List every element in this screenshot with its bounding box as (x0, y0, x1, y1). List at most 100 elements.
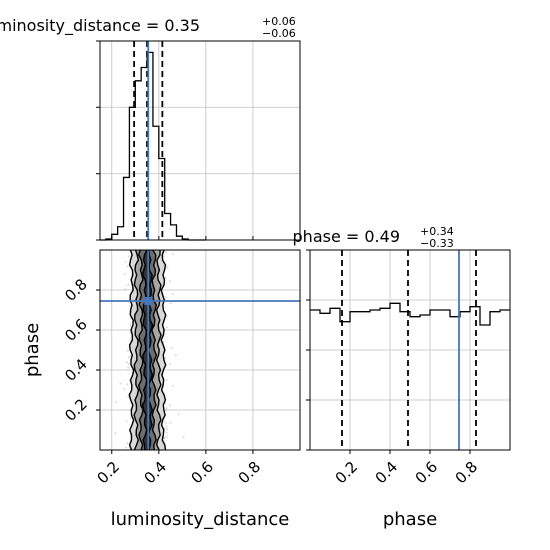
scatter-point (165, 296, 167, 299)
phase-histogram-panel: 0.2 0.4 0.6 0.8 phase = 0.49 +0.34 −0.33 (293, 225, 511, 488)
panel-frame (99, 40, 301, 241)
x-tick-label: 0.6 (412, 458, 442, 488)
histogram-line (100, 51, 206, 241)
x-tick-label: 0.8 (235, 458, 265, 488)
scatter-point (129, 338, 132, 341)
contour-line (160, 249, 167, 451)
scatter-point (129, 325, 132, 327)
quantile-lines (341, 250, 477, 450)
panel-title: luminosity_distance = 0.35 (0, 16, 200, 36)
scatter-point (169, 302, 172, 304)
scatter-point (165, 422, 168, 424)
scatter-point (165, 251, 167, 254)
scatter-point (171, 253, 174, 255)
contour-line (128, 249, 135, 451)
scatter-point (125, 446, 127, 449)
scatter-point (127, 255, 130, 257)
title-upper-error: +0.34 (420, 225, 454, 238)
x-tick-labels: 0.2 0.4 0.6 0.8 (332, 458, 482, 488)
scatter-point (169, 421, 172, 424)
scatter-point (169, 280, 171, 283)
scatter-point (114, 432, 117, 435)
x-tick-label: 0.2 (93, 458, 123, 488)
contour-line (151, 249, 158, 451)
scatter-point (126, 442, 129, 445)
contour-line (137, 249, 144, 451)
scatter-point (165, 326, 168, 329)
title-lower-error: −0.33 (420, 237, 454, 250)
grid-lines (310, 250, 510, 450)
y-tick-label: 0.6 (61, 315, 91, 345)
y-tick-label: 0.4 (61, 355, 91, 385)
x-axis-label-luminosity-distance: luminosity_distance (111, 509, 290, 530)
scatter-point (165, 409, 167, 412)
title-upper-error: +0.06 (262, 15, 296, 28)
contour-lines (128, 249, 167, 451)
tick-marks (96, 289, 254, 454)
histogram-steps (100, 51, 206, 241)
x-tick-label: 0.2 (332, 458, 362, 488)
y-tick-label: 0.2 (61, 395, 91, 425)
scatter-point (165, 425, 168, 428)
luminosity-distance-histogram-panel: luminosity_distance = 0.35 +0.06 −0.06 (0, 15, 301, 241)
truth-marker (144, 297, 153, 305)
y-tick-labels: 0.2 0.4 0.6 0.8 (61, 275, 91, 425)
scatter-point (129, 322, 132, 325)
scatter-point (126, 383, 129, 386)
scatter-point (169, 404, 172, 407)
scatter-point (171, 293, 174, 295)
scatter-point (126, 349, 129, 352)
histogram-steps (310, 302, 510, 326)
scatter-point (166, 428, 168, 430)
scatter-point (162, 255, 165, 257)
scatter-point (164, 436, 166, 439)
scatter-point (115, 401, 117, 403)
scatter-point (127, 363, 130, 365)
scatter-point (123, 388, 126, 391)
tick-marks (306, 249, 471, 454)
x-tick-label: 0.4 (140, 458, 170, 488)
scatter-point (124, 260, 127, 263)
contour-line (133, 249, 140, 451)
scatter-point (129, 355, 132, 357)
scatter-point (163, 437, 166, 440)
x-tick-labels: 0.2 0.4 0.6 0.8 (93, 458, 264, 488)
scatter-point (169, 363, 172, 365)
panel-frame (99, 249, 301, 451)
tick-marks (96, 40, 254, 241)
scatter-point (127, 396, 130, 398)
scatter-point (170, 346, 173, 349)
scatter-point (172, 385, 174, 387)
truth-lines (100, 250, 300, 450)
scatter-point (165, 379, 168, 381)
scatter-point (166, 266, 169, 269)
scatter-point (164, 277, 167, 279)
scatter-point (126, 265, 129, 268)
x-tick-label: 0.8 (452, 458, 482, 488)
scatter-point (125, 420, 128, 423)
scatter-point (127, 284, 129, 286)
y-axis-label-phase: phase (22, 323, 43, 377)
scatter-point (123, 273, 126, 276)
scatter-point (127, 356, 130, 359)
title-lower-error: −0.06 (262, 27, 296, 40)
scatter-point (128, 305, 131, 307)
title-main: luminosity_distance = 0.35 (0, 16, 200, 36)
scatter-point (129, 409, 131, 411)
scatter-point (166, 407, 168, 409)
scatter-point (163, 420, 165, 423)
scatter-point (175, 354, 177, 357)
scatter-point (166, 435, 169, 438)
y-tick-label: 0.8 (61, 275, 91, 305)
contour-line (141, 249, 148, 451)
x-tick-label: 0.6 (188, 458, 218, 488)
phase-vs-luminosity-distance-panel: 0.2 0.4 0.6 0.8 0.2 0.4 0.6 0.8 (61, 249, 301, 488)
scatter-point (130, 416, 132, 419)
quantile-lines (133, 41, 164, 240)
scatter-point (126, 361, 128, 364)
scatter-point (177, 413, 180, 416)
x-tick-label: 0.4 (372, 458, 402, 488)
scatter-point (165, 431, 168, 434)
scatter-point (124, 288, 127, 290)
